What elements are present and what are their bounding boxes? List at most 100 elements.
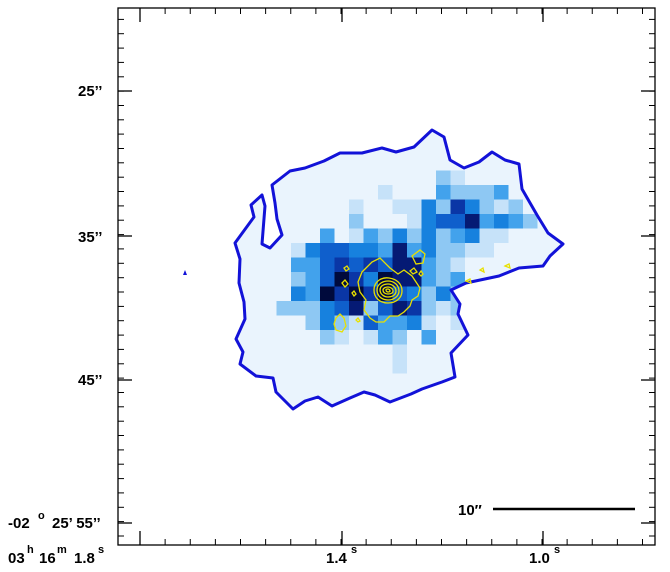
map-pixel <box>465 130 480 142</box>
map-pixel <box>421 243 437 258</box>
map-pixel <box>334 170 350 186</box>
map-pixel <box>479 330 495 345</box>
map-pixel <box>334 185 350 200</box>
map-pixel <box>479 373 495 389</box>
map-pixel <box>537 170 553 186</box>
map-pixel <box>479 228 495 244</box>
map-pixel <box>378 330 393 345</box>
map-pixel <box>421 199 437 215</box>
yellow-contours <box>333 249 511 333</box>
map-pixel <box>320 170 335 186</box>
map-pixel <box>421 170 437 186</box>
map-pixel <box>407 373 422 389</box>
map-pixel <box>363 344 379 360</box>
map-pixel <box>291 130 306 142</box>
map-pixel <box>262 315 277 331</box>
map-pixel <box>291 141 306 157</box>
map-pixel <box>247 286 263 302</box>
map-pixel <box>508 301 524 316</box>
map-pixel <box>537 156 553 171</box>
map-pixel <box>523 214 538 229</box>
contour-upper-right <box>411 249 426 265</box>
map-pixel <box>363 214 379 229</box>
map-pixel <box>291 170 306 186</box>
map-pixel <box>392 156 408 171</box>
map-pixel <box>235 170 248 186</box>
map-pixel <box>407 156 422 171</box>
map-pixel <box>247 170 263 186</box>
map-pixel <box>508 315 524 331</box>
map-pixel <box>552 286 563 302</box>
map-pixel <box>363 170 379 186</box>
map-pixel <box>305 272 321 287</box>
map-pixel <box>508 199 524 215</box>
map-pixel <box>407 257 422 273</box>
map-pixel <box>349 228 364 244</box>
map-pixel <box>421 301 437 316</box>
map-pixel <box>378 185 393 200</box>
map-pixel <box>450 170 466 186</box>
map-pixel <box>378 344 393 360</box>
map-pixel <box>378 257 393 273</box>
map-pixel <box>407 170 422 186</box>
map-pixel <box>320 344 335 360</box>
map-pixel <box>276 373 292 389</box>
x-corner-label-m: 16 <box>39 550 56 567</box>
map-pixel <box>421 141 437 157</box>
map-pixel <box>508 388 524 403</box>
map-pixel <box>407 214 422 229</box>
map-pixel <box>407 344 422 360</box>
map-pixel <box>305 330 321 345</box>
map-pixel <box>363 185 379 200</box>
map-pixel <box>378 243 393 258</box>
map-pixel <box>508 373 524 389</box>
contour-small-right-2 <box>418 269 424 277</box>
map-pixel <box>523 257 538 273</box>
map-pixel <box>363 301 379 316</box>
map-pixel <box>276 301 292 316</box>
map-pixel <box>552 402 563 409</box>
map-pixel <box>305 301 321 316</box>
map-pixel <box>247 228 263 244</box>
map-pixel <box>276 228 292 244</box>
map-pixel <box>392 257 408 273</box>
map-pixel <box>262 130 277 142</box>
map-pixel <box>523 272 538 287</box>
map-pixel <box>305 130 321 142</box>
map-pixel <box>552 344 563 360</box>
map-pixel <box>523 156 538 171</box>
map-pixel <box>392 272 408 287</box>
map-pixel <box>262 272 277 287</box>
map-pixel <box>479 170 495 186</box>
map-pixel <box>334 359 350 374</box>
map-pixel <box>305 243 321 258</box>
map-pixel <box>552 373 563 389</box>
map-pixel <box>334 257 350 273</box>
x-tick-label-1-0-sup: s <box>554 544 560 556</box>
map-pixel <box>276 330 292 345</box>
map-pixel <box>320 228 335 244</box>
y-tick-label-25: 25’’ <box>78 83 102 100</box>
map-pixel <box>450 330 466 345</box>
map-pixel <box>378 373 393 389</box>
scale-bar-label: 10″ <box>458 502 482 519</box>
map-pixel <box>247 272 263 287</box>
map-pixel <box>537 359 553 374</box>
map-pixel <box>276 315 292 331</box>
map-pixel <box>479 301 495 316</box>
map-pixel <box>479 359 495 374</box>
map-pixel <box>276 243 292 258</box>
map-pixel <box>421 214 437 229</box>
map-pixel <box>465 141 480 157</box>
map-pixel <box>305 315 321 331</box>
map-pixel <box>465 373 480 389</box>
map-pixel <box>523 330 538 345</box>
map-pixel <box>247 330 263 345</box>
map-pixel <box>537 402 553 409</box>
map-pixel <box>378 199 393 215</box>
map-pixel <box>523 344 538 360</box>
map-pixel <box>436 228 451 244</box>
map-pixel <box>494 388 509 403</box>
map-pixel <box>552 315 563 331</box>
map-pixel <box>494 286 509 302</box>
